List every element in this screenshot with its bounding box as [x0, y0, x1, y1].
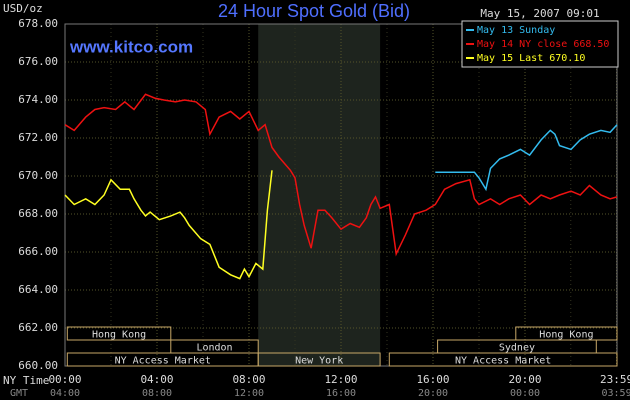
x-tick-label: 20:00	[508, 373, 541, 386]
x2-tick-label: 16:00	[326, 388, 356, 399]
series-line	[435, 124, 618, 192]
y-tick-label: 668.00	[18, 207, 58, 220]
market-session-label: Sydney	[499, 343, 535, 354]
x-tick-label: 08:00	[232, 373, 265, 386]
market-session-label: NY Access Market	[455, 356, 551, 367]
legend-label: May 15 Last 670.10	[477, 53, 585, 64]
legend-box	[461, 20, 619, 68]
x2-tick-label: 03:59	[601, 388, 630, 399]
chart-title: 24 Hour Spot Gold (Bid)	[218, 1, 410, 21]
market-session-label: London	[196, 343, 232, 354]
shade	[258, 24, 381, 366]
y-tick-label: 662.00	[18, 321, 58, 334]
y-tick-label: 674.00	[18, 93, 58, 106]
x-tick-label: 12:00	[324, 373, 357, 386]
x2-tick-label: 20:00	[418, 388, 448, 399]
x2-tick-label: 08:00	[142, 388, 172, 399]
market-session	[257, 352, 381, 367]
x-tick-label: 04:00	[140, 373, 173, 386]
market-session	[66, 326, 172, 341]
timestamp: May 15, 2007 09:01	[480, 7, 599, 20]
x2-tick-label: 04:00	[50, 388, 80, 399]
x2-tick-label: 00:00	[510, 388, 540, 399]
x-tick-label: 16:00	[416, 373, 449, 386]
y-tick-label: 672.00	[18, 131, 58, 144]
y-tick-label: 666.00	[18, 245, 58, 258]
y-tick-label: 660.00	[18, 359, 58, 372]
x-tick-label: 00:00	[48, 373, 81, 386]
y-label: USD/oz	[3, 2, 43, 15]
market-session-label: New York	[295, 356, 343, 367]
y-tick-label: 664.00	[18, 283, 58, 296]
legend-label: May 14 NY close 668.50	[477, 39, 609, 50]
y-tick-label: 678.00	[18, 17, 58, 30]
x-label: NY Time	[3, 374, 49, 387]
market-session	[388, 352, 618, 367]
market-session-label: NY Access Market	[115, 356, 211, 367]
market-session-label: Hong Kong	[539, 330, 593, 341]
x2-tick-label: 12:00	[234, 388, 264, 399]
y-tick-label: 670.00	[18, 169, 58, 182]
series-line	[64, 170, 273, 280]
legend-label: May 13 Sunday	[477, 25, 555, 36]
y-tick-label: 676.00	[18, 55, 58, 68]
market-session-label: Hong Kong	[92, 330, 146, 341]
x2-label: GMT	[10, 388, 28, 399]
series-line	[64, 93, 618, 257]
watermark: www.kitco.com	[69, 37, 193, 56]
x-tick-label: 23:59	[600, 373, 630, 386]
